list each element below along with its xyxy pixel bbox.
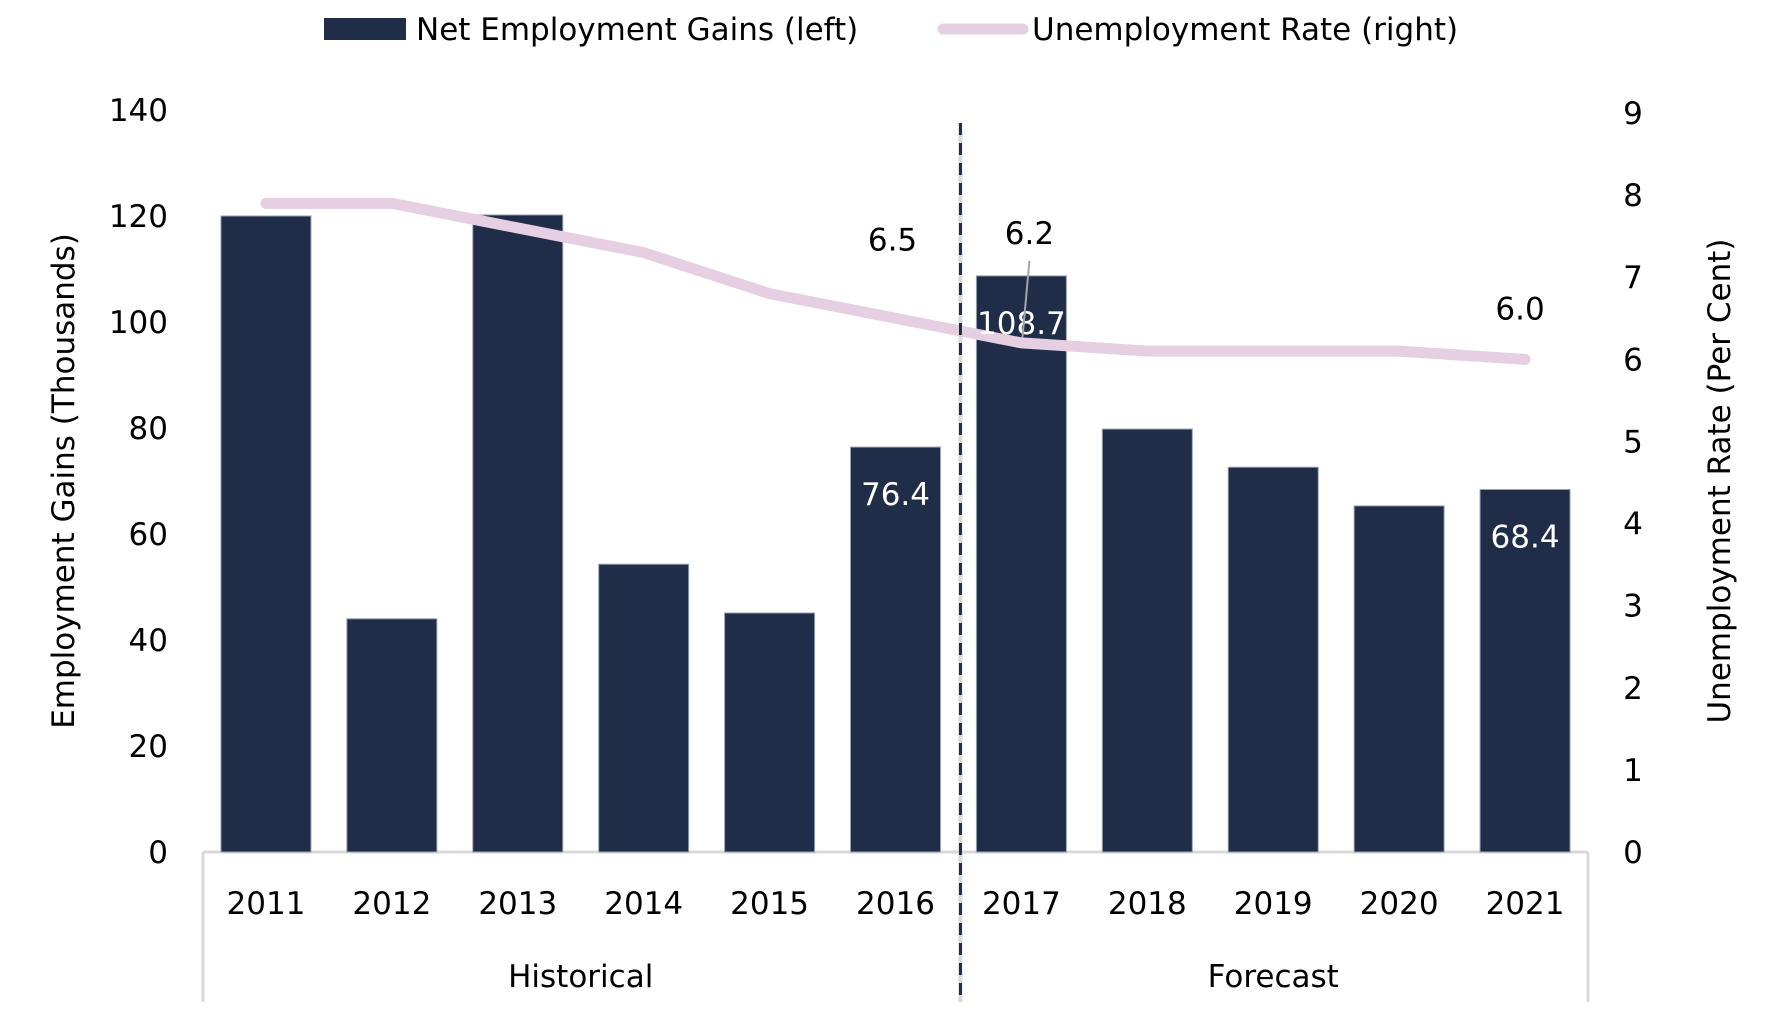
category-label-2011: 2011: [227, 886, 306, 922]
right-axis-title: Unemployment Rate (Per Cent): [1702, 238, 1738, 723]
left-tick-label: 40: [129, 623, 168, 659]
right-tick-label: 4: [1623, 507, 1643, 543]
bar-data-label-2021: 68.4: [1491, 519, 1560, 555]
group-label-forecast: Forecast: [1208, 959, 1339, 995]
category-labels: 2011 2012 2013 2014 2015 2016 2017 2018 2019 2020…: [227, 886, 1565, 922]
bar-2014: [598, 563, 690, 853]
category-label-2012: 2012: [352, 886, 431, 922]
right-tick-label: 8: [1623, 178, 1643, 214]
category-label-2013: 2013: [478, 886, 557, 922]
category-label-2017: 2017: [982, 886, 1061, 922]
category-label-2020: 2020: [1360, 886, 1439, 922]
right-tick-label: 7: [1623, 260, 1643, 296]
line-unemployment-rate: [260, 197, 1531, 365]
bar-data-label-2016: 76.4: [861, 477, 930, 513]
category-label-2018: 2018: [1108, 886, 1187, 922]
left-tick-label: 0: [148, 835, 168, 871]
bar-2015: [724, 612, 816, 853]
line-point-2014: [643, 252, 645, 254]
line-data-label-2017: 6.2: [1005, 216, 1054, 252]
leader-line-2017: [1021, 260, 1031, 339]
category-label-2015: 2015: [730, 886, 809, 922]
line-point-2017: [1020, 342, 1022, 344]
line-data-label-2016: 6.5: [868, 222, 917, 258]
bar-2016: [850, 446, 941, 853]
legend: Net Employment Gains (left) Unemployment…: [324, 12, 1458, 48]
left-tick-label: 100: [109, 305, 168, 341]
left-tick-label: 80: [129, 411, 168, 447]
right-tick-label: 1: [1623, 753, 1643, 789]
line-point-2018: [1146, 350, 1148, 352]
line-point-2021: [1524, 358, 1526, 360]
right-tick-label: 5: [1623, 424, 1643, 460]
right-tick-label: 3: [1623, 589, 1643, 625]
line-point-2013: [517, 227, 519, 229]
bar-2013: [472, 214, 564, 853]
right-tick-label: 2: [1623, 671, 1643, 707]
line-point-2019: [1272, 350, 1274, 352]
bar-2011: [220, 215, 312, 853]
group-label-historical: Historical: [508, 959, 653, 995]
bars-net-employment-gains: [220, 214, 1571, 853]
line-point-2011: [265, 202, 267, 204]
category-label-2016: 2016: [856, 886, 935, 922]
bar-2018: [1101, 428, 1193, 853]
left-tick-label: 140: [109, 93, 168, 129]
right-tick-label: 0: [1623, 835, 1643, 871]
bar-2012: [346, 618, 438, 853]
legend-swatch-net-employment-gains: [324, 18, 406, 40]
legend-label-unemployment-rate: Unemployment Rate (right): [1032, 12, 1458, 48]
category-axis-frame: [201, 850, 1590, 1002]
data-labels: 76.4 108.7 68.4 6.5 6.2 6.0: [861, 216, 1560, 556]
bar-2017: [975, 275, 1067, 853]
group-labels: Historical Forecast: [508, 959, 1339, 995]
category-label-2019: 2019: [1234, 886, 1313, 922]
right-axis-ticks: 0 1 2 3 4 5 6 7 8 9: [1623, 96, 1643, 871]
line-point-2015: [769, 293, 771, 295]
bar-2021: [1479, 488, 1571, 853]
category-label-2021: 2021: [1486, 886, 1565, 922]
left-axis-ticks: 0 20 40 60 80 100 120 140: [109, 93, 168, 871]
left-tick-label: 120: [109, 199, 168, 235]
bar-2020: [1353, 505, 1445, 853]
line-point-2020: [1398, 350, 1400, 352]
line-point-2016: [895, 317, 896, 319]
left-tick-label: 60: [129, 517, 168, 553]
left-tick-label: 20: [129, 729, 168, 765]
bar-2019: [1227, 466, 1319, 853]
legend-label-net-employment-gains: Net Employment Gains (left): [416, 12, 858, 48]
left-axis-title: Employment Gains (Thousands): [46, 233, 82, 729]
line-point-2012: [391, 202, 393, 204]
bar-data-label-2017: 108.7: [977, 306, 1066, 342]
right-tick-label: 6: [1623, 342, 1643, 378]
line-data-label-2021: 6.0: [1495, 291, 1544, 327]
right-tick-label: 9: [1623, 96, 1643, 132]
category-label-2014: 2014: [604, 886, 683, 922]
